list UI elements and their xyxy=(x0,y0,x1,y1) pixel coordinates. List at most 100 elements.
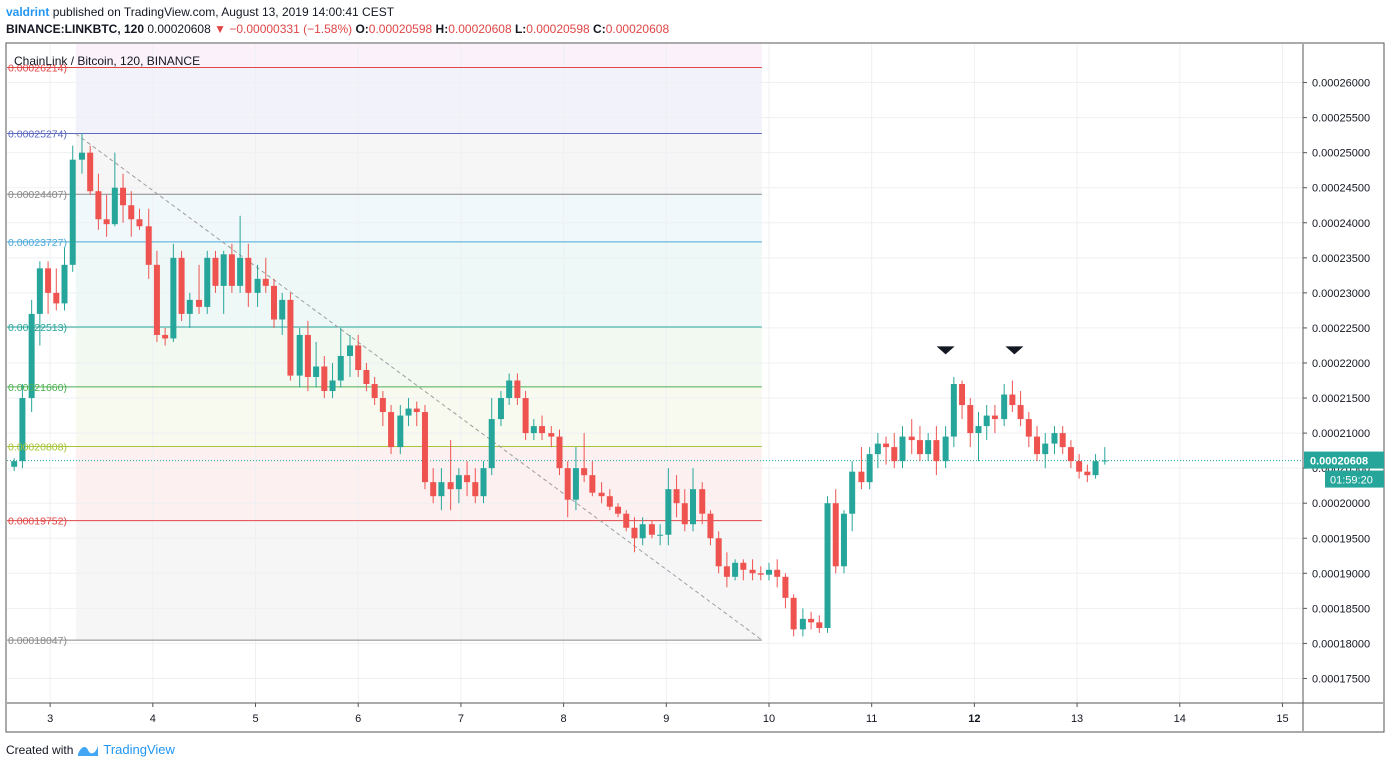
candle[interactable] xyxy=(925,433,932,462)
candle[interactable] xyxy=(1051,426,1058,455)
candle[interactable] xyxy=(497,391,504,427)
candle[interactable] xyxy=(933,426,940,476)
candle[interactable] xyxy=(840,510,847,574)
candle[interactable] xyxy=(212,250,219,293)
candle[interactable] xyxy=(522,391,529,441)
candle[interactable] xyxy=(36,261,43,346)
candle[interactable] xyxy=(556,429,563,476)
candle[interactable] xyxy=(572,447,579,511)
candle[interactable] xyxy=(69,145,76,272)
candle[interactable] xyxy=(78,133,85,174)
candle[interactable] xyxy=(539,415,546,441)
candle[interactable] xyxy=(1059,426,1066,455)
candle[interactable] xyxy=(983,405,990,441)
candle[interactable] xyxy=(178,250,185,321)
fib-retracement[interactable] xyxy=(75,44,762,641)
candle[interactable] xyxy=(816,615,823,633)
candle[interactable] xyxy=(648,520,655,539)
candle[interactable] xyxy=(220,250,227,314)
candle[interactable] xyxy=(296,327,303,388)
candle[interactable] xyxy=(506,373,513,406)
candle[interactable] xyxy=(1076,454,1083,479)
candle[interactable] xyxy=(430,468,437,504)
candle[interactable] xyxy=(1084,464,1091,483)
candle[interactable] xyxy=(908,419,915,455)
candle[interactable] xyxy=(1092,454,1099,479)
candle[interactable] xyxy=(28,299,35,413)
candle[interactable] xyxy=(732,559,739,581)
candle[interactable] xyxy=(631,517,638,553)
candle[interactable] xyxy=(186,292,193,328)
candle[interactable] xyxy=(799,608,806,637)
candle[interactable] xyxy=(1101,447,1108,465)
candle[interactable] xyxy=(455,468,462,504)
candle[interactable] xyxy=(363,362,370,392)
candle[interactable] xyxy=(681,489,688,532)
candle[interactable] xyxy=(866,447,873,490)
candle[interactable] xyxy=(397,405,404,455)
candle[interactable] xyxy=(371,377,378,406)
candle[interactable] xyxy=(355,334,362,378)
candle[interactable] xyxy=(128,191,135,237)
candle[interactable] xyxy=(615,503,622,518)
tradingview-brand[interactable]: TradingView xyxy=(103,742,175,757)
candle[interactable] xyxy=(346,334,353,378)
candle[interactable] xyxy=(916,426,923,462)
candle[interactable] xyxy=(1017,391,1024,427)
candle[interactable] xyxy=(589,461,596,497)
candle[interactable] xyxy=(757,566,764,581)
candle[interactable] xyxy=(254,264,261,307)
candle[interactable] xyxy=(1067,440,1074,469)
candle[interactable] xyxy=(942,426,949,469)
candle[interactable] xyxy=(581,433,588,483)
candle[interactable] xyxy=(689,468,696,532)
candle[interactable] xyxy=(438,468,445,511)
candle[interactable] xyxy=(204,250,211,314)
candle[interactable] xyxy=(329,362,336,399)
candle[interactable] xyxy=(313,341,320,388)
candle[interactable] xyxy=(245,243,252,307)
candle[interactable] xyxy=(337,327,344,388)
candle[interactable] xyxy=(824,496,831,633)
candle[interactable] xyxy=(379,391,386,427)
candle[interactable] xyxy=(472,468,479,504)
candle[interactable] xyxy=(153,250,160,342)
candle[interactable] xyxy=(723,552,730,588)
candle[interactable] xyxy=(262,257,269,293)
candle[interactable] xyxy=(287,292,294,381)
candle[interactable] xyxy=(790,594,797,637)
candle[interactable] xyxy=(623,510,630,532)
candle[interactable] xyxy=(95,173,102,230)
candle[interactable] xyxy=(967,398,974,448)
candle[interactable] xyxy=(606,489,613,511)
candle[interactable] xyxy=(136,208,143,230)
candle[interactable] xyxy=(388,405,395,455)
candle[interactable] xyxy=(530,419,537,441)
candle[interactable] xyxy=(488,398,495,476)
candle[interactable] xyxy=(480,461,487,504)
candle[interactable] xyxy=(120,173,127,223)
candle[interactable] xyxy=(740,559,747,581)
candle[interactable] xyxy=(61,247,68,311)
candle[interactable] xyxy=(228,243,235,293)
candle[interactable] xyxy=(564,461,571,518)
candle[interactable] xyxy=(447,440,454,511)
candle[interactable] xyxy=(421,405,428,490)
candle[interactable] xyxy=(950,377,957,448)
candle[interactable] xyxy=(715,531,722,574)
candle[interactable] xyxy=(849,461,856,532)
candle[interactable] xyxy=(405,398,412,427)
candle[interactable] xyxy=(145,208,152,279)
candle[interactable] xyxy=(1042,433,1049,469)
candle[interactable] xyxy=(53,268,60,311)
candle[interactable] xyxy=(1001,384,1008,427)
candle[interactable] xyxy=(598,482,605,504)
candle[interactable] xyxy=(237,215,244,293)
candle[interactable] xyxy=(657,524,664,546)
candle[interactable] xyxy=(1034,426,1041,462)
candle[interactable] xyxy=(959,380,966,420)
candle[interactable] xyxy=(707,510,714,546)
candle[interactable] xyxy=(975,412,982,462)
candle[interactable] xyxy=(782,573,789,609)
